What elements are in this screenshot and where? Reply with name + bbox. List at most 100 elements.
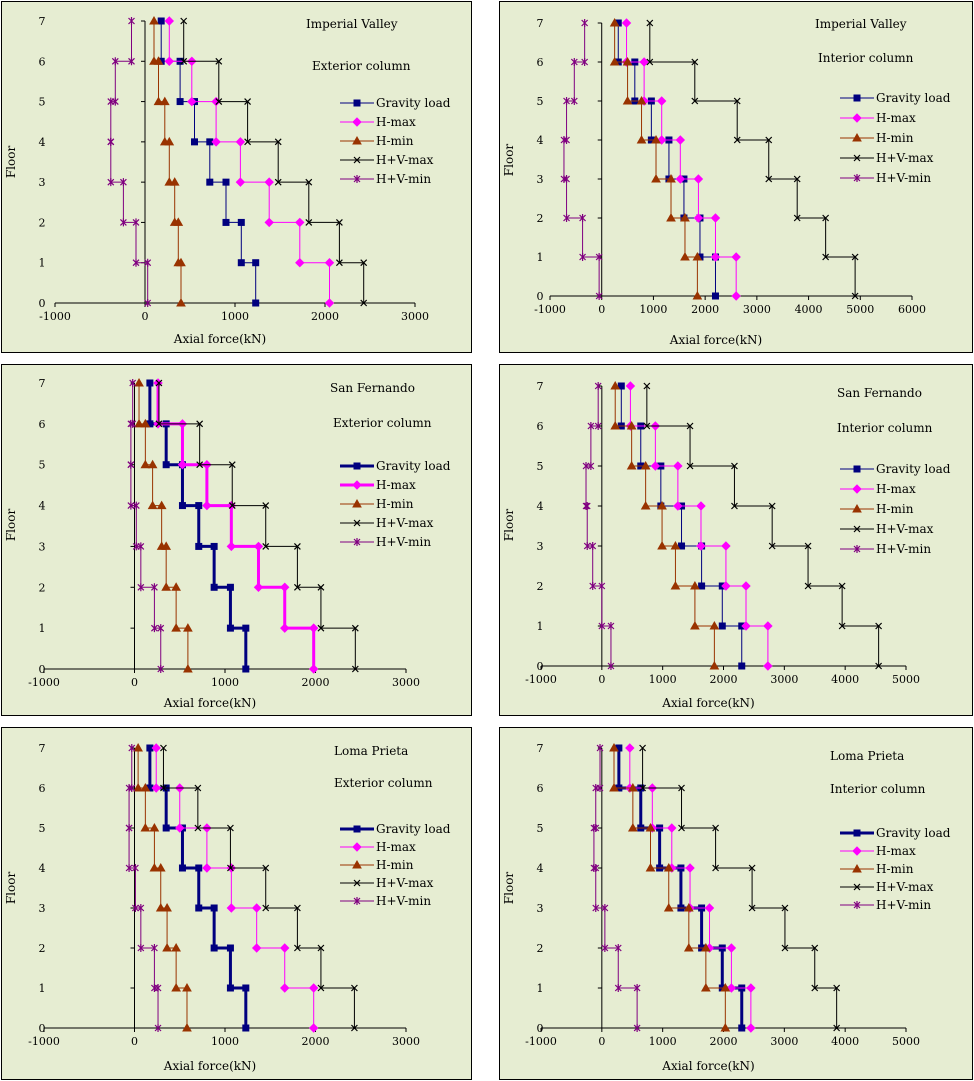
series-line: [155, 748, 315, 1028]
series-line: [613, 748, 726, 1028]
y-tick-label: 0: [39, 663, 46, 676]
data-point: [680, 212, 690, 222]
y-axis-label: Floor: [4, 872, 18, 905]
earthquake-title: San Fernando: [330, 381, 415, 395]
legend-marker: [353, 879, 361, 887]
data-point: [162, 461, 170, 469]
legend-label: H+V-min: [376, 535, 431, 549]
y-tick-label: 7: [537, 742, 544, 755]
data-point: [173, 257, 184, 267]
data-point: [182, 1022, 192, 1032]
data-point: [601, 944, 609, 952]
data-point: [811, 984, 819, 992]
data-point: [132, 258, 140, 267]
legend-label: H+V-max: [376, 516, 434, 530]
data-point: [639, 57, 649, 67]
data-point: [627, 822, 638, 832]
data-point: [748, 864, 756, 872]
x-tick-label: -1000: [28, 676, 60, 689]
data-point: [195, 864, 203, 872]
x-tick-label: -1000: [39, 310, 71, 323]
data-point: [351, 665, 359, 673]
chart-panel-6: -1000 0 1000 2000 3000 4000 500001234567Axial …: [499, 727, 973, 1080]
series-line: [642, 748, 838, 1028]
legend-marker: [352, 480, 362, 490]
legend-marker: [853, 94, 861, 102]
legend-marker: [853, 154, 861, 162]
data-point: [609, 56, 620, 66]
data-point: [360, 299, 368, 307]
data-point: [151, 743, 161, 753]
data-point: [244, 98, 252, 105]
y-tick-label: 5: [39, 96, 46, 109]
data-point: [673, 501, 683, 511]
data-point: [317, 583, 325, 591]
data-point: [280, 582, 290, 592]
series-line: [614, 23, 698, 296]
legend-label: H+V-min: [876, 171, 931, 185]
column-type-title: Interior column: [837, 421, 933, 435]
y-tick-label: 6: [39, 55, 46, 68]
legend-marker: [853, 525, 861, 533]
series-line: [620, 386, 743, 666]
data-point: [127, 501, 135, 510]
y-tick-label: 6: [537, 420, 544, 433]
data-point: [157, 17, 165, 25]
data-point: [293, 583, 301, 591]
series-line: [153, 21, 182, 303]
legend-label: H-min: [876, 502, 914, 516]
data-point: [228, 461, 236, 469]
y-tick-label: 1: [39, 982, 46, 995]
data-point: [146, 379, 154, 387]
data-point: [678, 824, 685, 832]
data-point: [196, 420, 204, 428]
series-h-max: [625, 381, 773, 671]
data-point: [691, 97, 699, 105]
data-point: [164, 16, 175, 26]
data-point: [137, 944, 145, 952]
data-point: [690, 620, 700, 630]
data-point: [733, 136, 741, 144]
legend-marker: [353, 897, 361, 905]
series-line: [168, 21, 330, 303]
legend-label: H-max: [876, 844, 916, 858]
data-point: [666, 173, 676, 183]
data-point: [633, 984, 641, 992]
series-line: [629, 386, 769, 666]
column-type-title: Exterior column: [334, 776, 433, 790]
data-point: [596, 744, 604, 752]
data-point: [237, 218, 245, 226]
data-point: [590, 864, 598, 872]
data-point: [650, 461, 661, 471]
data-point: [709, 660, 720, 670]
y-tick-label: 6: [537, 782, 544, 795]
data-point: [195, 904, 203, 912]
data-point: [625, 743, 635, 753]
data-point: [140, 822, 151, 832]
y-tick-label: 3: [537, 173, 544, 186]
data-point: [811, 944, 819, 952]
data-point: [137, 904, 145, 912]
data-point: [595, 292, 603, 300]
y-tick-label: 7: [537, 380, 544, 393]
x-tick-label: 0: [131, 1035, 138, 1048]
series-line: [162, 748, 355, 1028]
data-point: [696, 541, 706, 551]
legend: Gravity load H-max H-min H+V-max H+V-min: [840, 462, 951, 556]
data-point: [646, 58, 654, 66]
series-h-v-min: [590, 744, 641, 1032]
data-point: [560, 175, 568, 183]
x-axis-label: Axial force(kN): [661, 696, 754, 710]
x-axis-label: Axial force(kN): [669, 333, 762, 347]
x-tick-label: 1000: [649, 673, 677, 686]
data-point: [563, 136, 570, 144]
series-h-v-min: [125, 744, 162, 1032]
data-point: [691, 58, 699, 66]
data-point: [678, 542, 686, 550]
data-point: [680, 251, 690, 261]
data-point: [215, 98, 223, 105]
data-point: [670, 580, 681, 590]
data-point: [838, 622, 846, 630]
legend-marker: [852, 503, 862, 513]
data-point: [252, 259, 260, 267]
